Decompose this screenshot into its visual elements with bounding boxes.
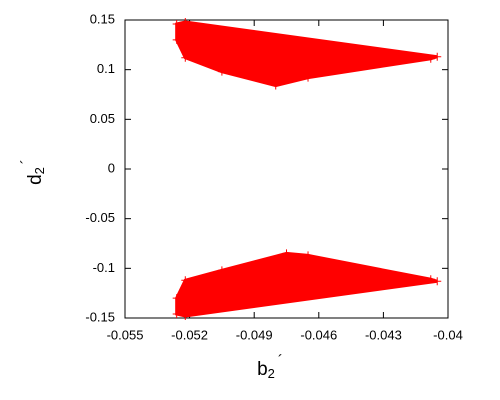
x-tick-label: -0.04 <box>433 327 463 342</box>
x-tick-label: -0.049 <box>236 327 273 342</box>
point <box>181 53 190 62</box>
point <box>304 251 313 260</box>
x-tick-label: -0.046 <box>300 327 337 342</box>
point <box>426 54 435 63</box>
x-tick-label: -0.052 <box>171 327 208 342</box>
point <box>217 266 226 275</box>
y-tick-label: 0 <box>108 160 115 175</box>
point-region <box>175 20 438 88</box>
x-label-base: b <box>257 359 268 380</box>
y-tick-label: 0.15 <box>90 11 115 26</box>
point <box>172 310 181 319</box>
point <box>433 52 442 61</box>
y-tick-label: 0.05 <box>90 111 115 126</box>
point <box>304 73 313 82</box>
x-axis-label: b2´ <box>257 352 283 381</box>
y-label-sub: 2 <box>32 167 47 174</box>
y-label-prime: ´ <box>18 159 35 164</box>
x-tick-label: -0.043 <box>365 327 402 342</box>
point <box>426 275 435 284</box>
x-label-sub: 2 <box>268 366 275 381</box>
point <box>282 249 291 258</box>
point <box>172 35 181 44</box>
x-tick-label: -0.055 <box>107 327 144 342</box>
point-region <box>175 251 438 318</box>
y-tick-label: -0.1 <box>93 260 115 275</box>
y-axis-label: d2 ´ <box>18 159 47 185</box>
point <box>271 81 280 90</box>
point <box>181 312 190 321</box>
point <box>217 67 226 76</box>
point <box>181 17 190 26</box>
point <box>172 294 181 303</box>
y-tick-label: 0.1 <box>97 61 115 76</box>
x-label-prime: ´ <box>278 352 283 369</box>
y-tick-label: -0.05 <box>85 210 115 225</box>
y-tick-label: -0.15 <box>85 309 115 324</box>
y-label-base: d <box>25 174 46 185</box>
point <box>181 276 190 285</box>
point <box>172 19 181 28</box>
point <box>433 277 442 286</box>
